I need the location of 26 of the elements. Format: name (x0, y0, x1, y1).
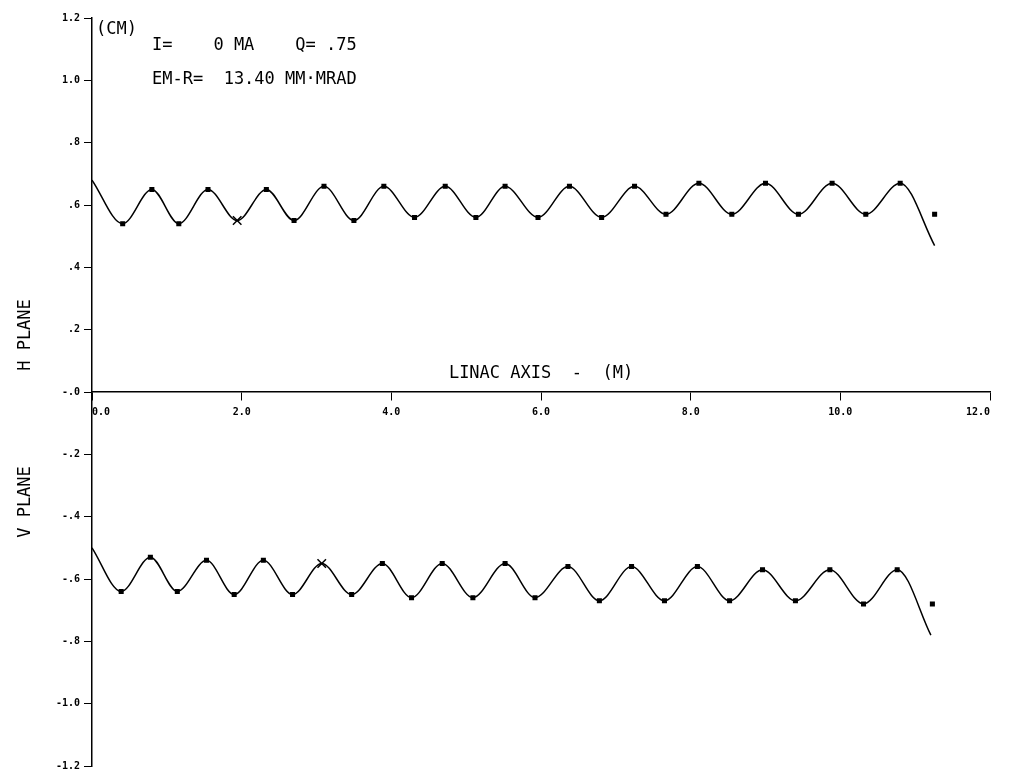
y-tick-label: -.2 (61, 447, 80, 459)
x-tick-label: 12.0 (965, 405, 990, 417)
y-tick-label: -.0 (61, 385, 80, 397)
y-tick-label: .2 (67, 323, 80, 335)
text: H PLANE (14, 299, 35, 371)
x-tick-label: 2.0 (232, 405, 251, 417)
y-tick-label: 1.0 (61, 73, 80, 85)
x-tick-label: 8.0 (681, 405, 700, 417)
annotation: I= 0 MA Q= .75 (152, 34, 357, 55)
x-tick-label: 4.0 (382, 405, 401, 417)
x-tick-label: 10.0 (828, 405, 853, 417)
y-axis-title: (CM) (96, 18, 137, 39)
y-tick-label: .6 (67, 198, 80, 210)
x-axis-title: LINAC AXIS - (M) (448, 362, 634, 383)
y-tick-label: -1.2 (55, 759, 80, 771)
y-tick-label: -.8 (61, 634, 80, 646)
y-tick-label: -.6 (61, 572, 80, 584)
y-tick-label: 1.2 (61, 11, 80, 23)
annotation: EM-R= 13.40 MM·MRAD (152, 68, 357, 89)
y-tick-label: .8 (67, 136, 80, 148)
y-tick-label: -1.0 (55, 697, 80, 709)
y-tick-label: -.4 (61, 510, 80, 522)
x-tick-label: 6.0 (531, 405, 551, 417)
text: V PLANE (14, 466, 35, 538)
y-tick-label: .4 (67, 260, 80, 272)
x-tick-label: 0.0 (92, 405, 111, 417)
